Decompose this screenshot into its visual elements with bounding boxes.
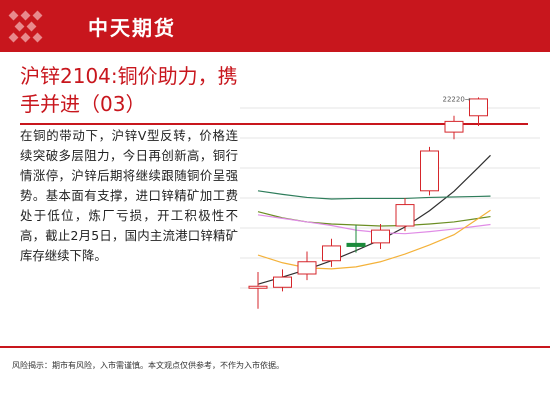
high-price-label: 22220→: [443, 95, 471, 103]
moving-average-line: [257, 190, 491, 200]
candle-body: [444, 120, 464, 133]
candle-body: [395, 204, 415, 227]
page-title: 沪锌2104:铜价助力，携手并进（03）: [20, 64, 238, 116]
candle-body: [248, 285, 268, 289]
moving-average-line: [257, 211, 491, 227]
candle-body: [420, 150, 439, 192]
header-bar: 中天期货: [0, 0, 550, 52]
analysis-text: 在铜的带动下，沪锌V型反转，价格连续突破多层阻力，今日再创新高，铜行情涨停，沪锌…: [20, 128, 238, 263]
footer-divider: [0, 346, 550, 348]
candle-body: [469, 98, 488, 117]
candle-body: [273, 276, 292, 288]
candle-body: [322, 245, 341, 262]
candle-body: [297, 261, 317, 275]
candle-body: [371, 229, 390, 244]
brand-name: 中天期货: [88, 16, 176, 40]
candlestick-chart: 22220→: [240, 95, 540, 309]
candle-body: [346, 242, 366, 247]
risk-disclaimer: 风险揭示：期市有风险，入市需谨慎。本文观点仅供参考，不作为入市依据。: [12, 361, 284, 370]
title-divider: [20, 123, 528, 125]
diamond-grid-icon: [8, 10, 43, 43]
